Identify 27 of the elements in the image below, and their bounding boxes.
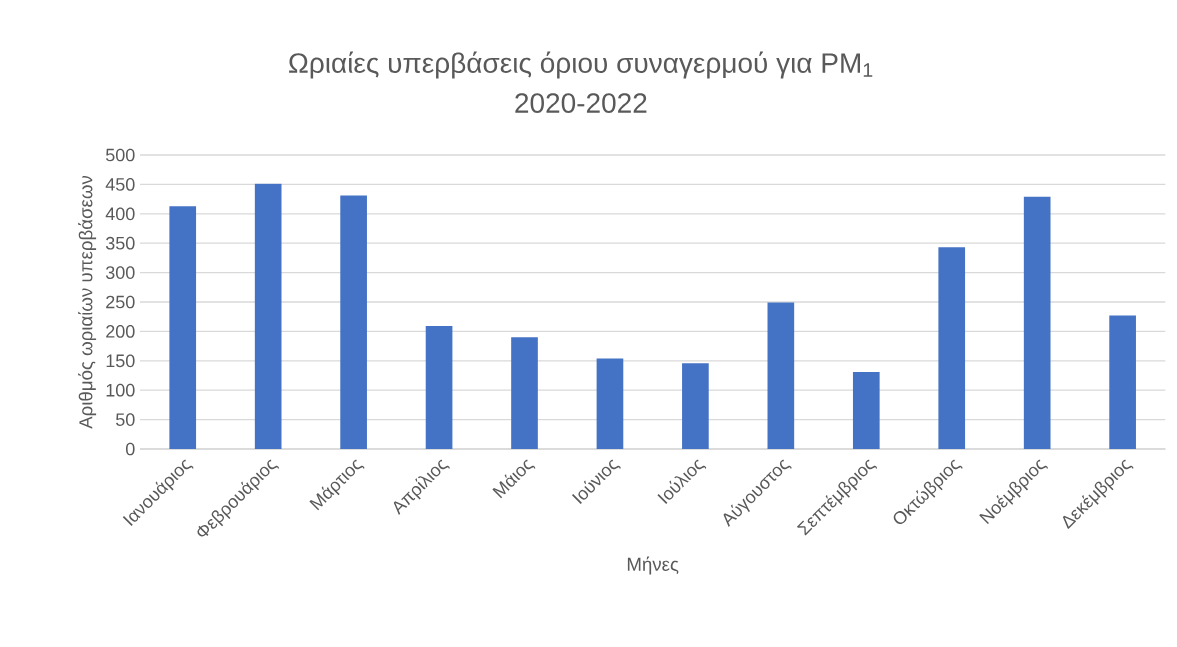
y-tick-label: 350 <box>105 236 135 250</box>
bar <box>682 363 709 449</box>
y-tick-label: 0 <box>125 442 135 456</box>
y-tick-label: 500 <box>105 148 135 162</box>
bar <box>1109 315 1136 449</box>
bar <box>511 337 538 449</box>
bar <box>767 302 795 449</box>
bar <box>938 247 966 449</box>
bar <box>169 206 197 449</box>
y-tick-label: 250 <box>106 295 135 309</box>
y-tick-label: 300 <box>105 266 135 279</box>
bar <box>254 183 282 449</box>
bar <box>1023 196 1051 449</box>
bar <box>852 371 880 449</box>
y-tick-label: 150 <box>106 354 135 368</box>
y-tick-label: 200 <box>106 325 135 338</box>
y-tick-label: 100 <box>106 383 135 397</box>
chart-title: Ωριαίες υπερβάσεις όριου συναγερμού για PM$_{1}$ <box>289 51 873 79</box>
y-tick-label: 450 <box>105 178 135 191</box>
y-axis-title: Αριθμός ωριαίων υπερβάσεων <box>78 175 97 429</box>
chart-subtitle: 2020-2022 <box>515 93 647 113</box>
y-tick-label: 50 <box>115 413 135 426</box>
bar <box>425 326 453 449</box>
bar <box>596 358 624 449</box>
x-axis-title: Μήνες <box>627 556 679 575</box>
bar <box>340 195 367 449</box>
y-tick-label: 400 <box>105 207 135 221</box>
